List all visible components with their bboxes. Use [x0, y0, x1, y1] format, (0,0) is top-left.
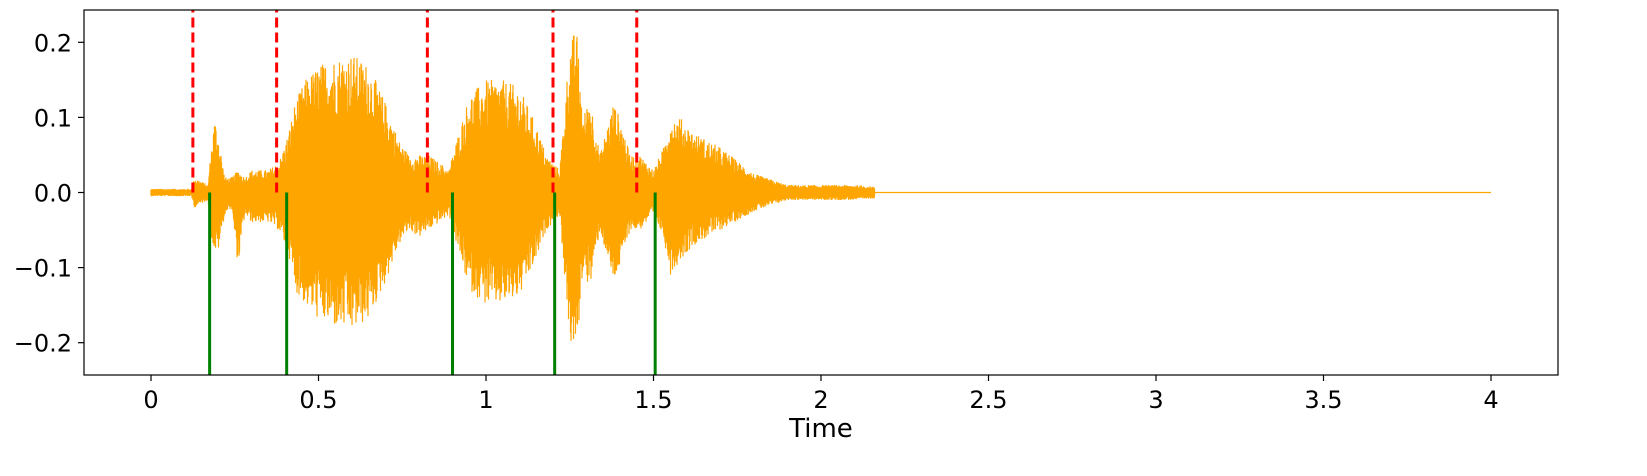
x-tick-label-1: 0.5: [299, 386, 337, 414]
x-tick-label-4: 2: [813, 386, 828, 414]
x-tick-label-5: 2.5: [969, 386, 1007, 414]
y-tick-label-2: 0.0: [34, 180, 72, 208]
y-tick-label-1: 0.1: [34, 104, 72, 132]
x-axis-ticks: 0 0.5 1 1.5 2 2.5 3 3.5 4: [143, 375, 1499, 414]
x-tick-label-3: 1.5: [634, 386, 672, 414]
y-tick-label-0: 0.2: [34, 29, 72, 57]
y-tick-label-3: −0.1: [14, 255, 72, 283]
x-tick-label-2: 1: [478, 386, 493, 414]
x-tick-label-8: 4: [1483, 386, 1498, 414]
red-dashed-markers: [191, 10, 639, 193]
x-tick-label-6: 3: [1148, 386, 1163, 414]
green-solid-markers: [208, 192, 657, 375]
x-axis-label: Time: [788, 414, 853, 444]
y-axis-ticks: 0.2 0.1 0.0 −0.1 −0.2: [14, 29, 84, 358]
x-tick-label-0: 0: [143, 386, 158, 414]
x-tick-label-7: 3.5: [1304, 386, 1342, 414]
y-tick-label-4: −0.2: [14, 330, 72, 358]
plot-area: [150, 10, 1491, 375]
waveform-series: [150, 35, 1491, 341]
